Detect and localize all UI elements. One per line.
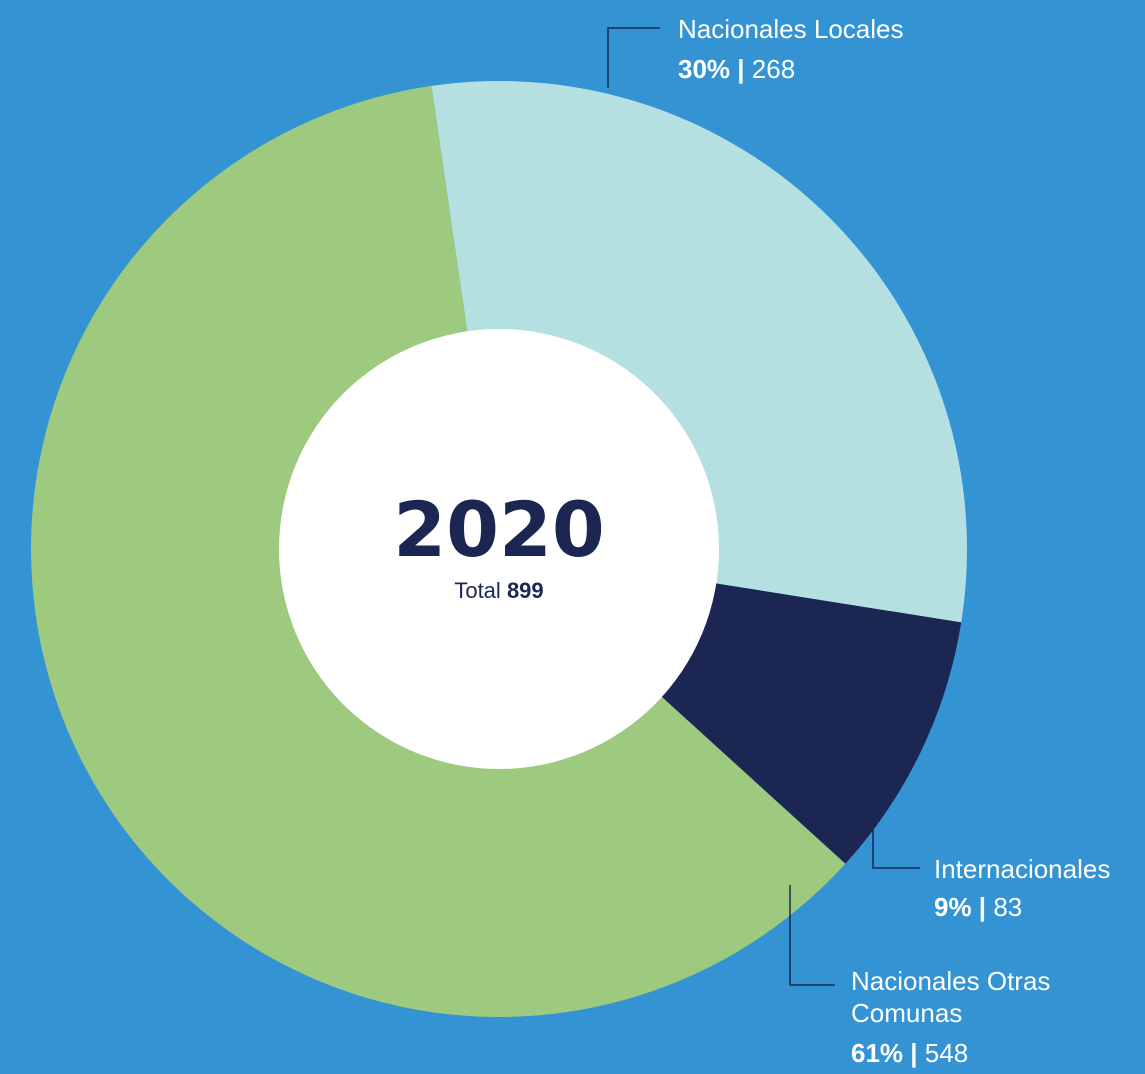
center-total-value: 899 <box>507 578 544 603</box>
center-total: Total 899 <box>454 578 543 603</box>
callout-internacionales: Internacionales 9% | 83 <box>872 826 1110 922</box>
callout-nacionales-locales: Nacionales Locales 30% | 268 <box>607 14 903 88</box>
callout-label: Nacionales Locales <box>678 14 903 44</box>
leader-line <box>607 27 660 88</box>
callout-separator: | <box>730 54 752 84</box>
callout-count: 548 <box>925 1038 968 1068</box>
slice-callouts: Nacionales Locales 30% | 268 Internacional… <box>607 14 1110 1068</box>
callout-percent: 30% <box>678 54 730 84</box>
callout-count: 83 <box>993 892 1022 922</box>
callout-separator: | <box>972 892 994 922</box>
callout-count: 268 <box>752 54 795 84</box>
callout-label: Nacionales Otras <box>851 966 1050 996</box>
center-total-label: Total <box>454 578 500 603</box>
callout-label: Internacionales <box>934 854 1110 884</box>
callout-value: 30% | 268 <box>678 54 795 84</box>
callout-separator: | <box>903 1038 925 1068</box>
callout-percent: 61% <box>851 1038 903 1068</box>
leader-line <box>789 885 835 986</box>
donut-center-hole <box>279 329 719 769</box>
callout-label: Comunas <box>851 998 962 1028</box>
callout-percent: 9% <box>934 892 972 922</box>
callout-value: 61% | 548 <box>851 1038 968 1068</box>
callout-value: 9% | 83 <box>934 892 1022 922</box>
center-year: 2020 <box>393 485 605 574</box>
leader-line <box>872 826 920 869</box>
